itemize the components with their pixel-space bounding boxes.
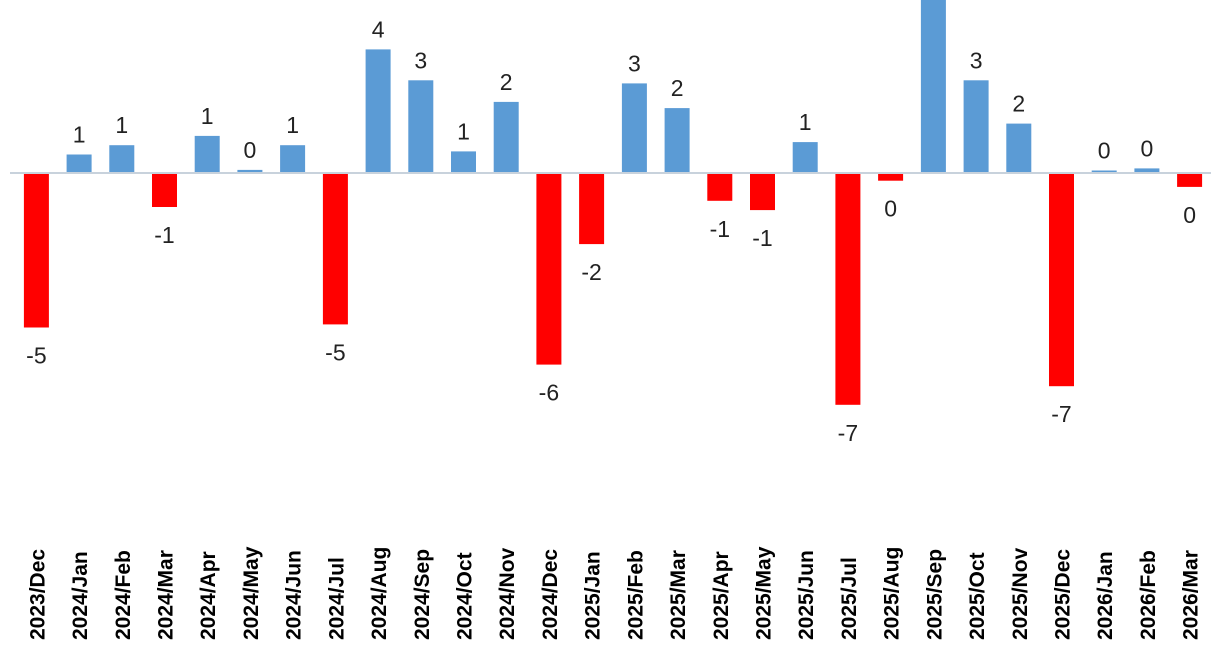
data-label-2026/Mar: 0: [1183, 202, 1196, 228]
x-tick-label-2025/Jun: 2025/Jun: [795, 550, 818, 640]
x-tick-label-2025/Jan: 2025/Jan: [582, 551, 605, 640]
bar-2026/Mar: [1177, 173, 1203, 187]
data-label-2025/Mar: 2: [671, 75, 684, 101]
x-tick-label-2024/Dec: 2024/Dec: [539, 549, 562, 640]
bar-2024/Aug: [365, 49, 391, 173]
x-tick-label-2024/Jul: 2024/Jul: [325, 557, 348, 640]
data-label-2024/May: 0: [244, 137, 257, 163]
data-label-2024/Aug: 4: [372, 16, 385, 42]
x-tick-label-2024/Jan: 2024/Jan: [69, 551, 92, 640]
bar-2026/Feb: [1134, 168, 1160, 173]
data-label-2025/Jan: -2: [581, 259, 601, 285]
data-label-2024/Mar: -1: [154, 222, 174, 248]
data-label-2026/Jan: 0: [1098, 138, 1111, 164]
bar-2024/Mar: [152, 173, 177, 207]
bar-2025/Oct: [963, 80, 989, 173]
bar-2024/Nov: [493, 101, 519, 173]
bar-2025/Aug: [878, 173, 904, 181]
x-tick-label-2024/Apr: 2024/Apr: [197, 551, 220, 640]
x-tick-label-2025/Aug: 2025/Aug: [881, 547, 904, 640]
data-label-2026/Feb: 0: [1141, 135, 1154, 161]
bars-group: [23, 0, 1203, 405]
data-label-2024/Jan: 1: [73, 122, 86, 148]
bar-2024/Sep: [408, 80, 434, 173]
bar-2025/Nov: [1006, 123, 1032, 173]
data-label-2024/Jun: 1: [286, 112, 299, 138]
x-tick-label-2025/Jul: 2025/Jul: [838, 557, 861, 640]
data-label-2025/May: -1: [752, 225, 772, 251]
x-tick-label-2025/Nov: 2025/Nov: [1009, 547, 1032, 640]
bar-2025/Mar: [664, 108, 690, 173]
x-tick-label-2026/Mar: 2026/Mar: [1180, 550, 1203, 640]
bar-2025/Jan: [579, 173, 605, 245]
data-label-2023/Dec: -5: [26, 343, 46, 369]
bar-2025/Feb: [621, 83, 647, 173]
x-tick-label-2024/Sep: 2024/Sep: [411, 549, 434, 640]
data-label-2025/Jul: -7: [838, 420, 858, 446]
data-label-2025/Feb: 3: [628, 50, 641, 76]
data-label-2024/Sep: 3: [414, 47, 427, 73]
bar-2024/Feb: [109, 145, 135, 173]
bar-2025/Apr: [707, 173, 733, 201]
x-tick-label-2024/Jun: 2024/Jun: [283, 550, 306, 640]
x-tick-label-2026/Jan: 2026/Jan: [1094, 551, 1117, 640]
bar-2025/Dec: [1049, 173, 1074, 387]
bar-2024/Dec: [536, 173, 562, 365]
x-tick-label-2024/Aug: 2024/Aug: [368, 547, 391, 640]
bar-2024/Jun: [280, 145, 306, 173]
data-label-2024/Feb: 1: [115, 112, 128, 138]
x-tick-label-2024/Oct: 2024/Oct: [454, 552, 477, 640]
bar-2024/Jul: [322, 173, 348, 325]
x-tick-label-2025/Mar: 2025/Mar: [667, 550, 690, 640]
data-label-2024/Oct: 1: [457, 118, 470, 144]
x-tick-label-2025/Dec: 2025/Dec: [1052, 549, 1075, 640]
x-tick-label-2024/Nov: 2024/Nov: [496, 547, 519, 640]
data-label-2024/Nov: 2: [500, 69, 513, 95]
x-tick-label-2025/Apr: 2025/Apr: [710, 551, 733, 640]
x-tick-label-2024/Feb: 2024/Feb: [112, 550, 135, 640]
bar-2025/Sep: [920, 0, 946, 173]
bar-2023/Dec: [23, 173, 49, 328]
x-tick-label-2025/Oct: 2025/Oct: [966, 552, 989, 640]
bar-2025/Jun: [792, 142, 818, 173]
data-label-2025/Apr: -1: [710, 216, 730, 242]
data-label-2025/Aug: 0: [884, 196, 897, 222]
x-tick-label-2025/Sep: 2025/Sep: [923, 549, 946, 640]
bar-2024/Apr: [194, 135, 220, 173]
bar-2024/Jan: [66, 154, 92, 173]
bar-2026/Jan: [1091, 170, 1117, 173]
x-tick-label-2024/Mar: 2024/Mar: [155, 550, 178, 640]
data-labels-group: -5 1 1 -1 1 0 1 -5 4 3 1 2 -6 -2 3 2 -1 -1 1 -7 0 3 2 -7 0 0 0: [26, 16, 1196, 445]
bar-2025/May: [750, 173, 775, 211]
bar-2024/May: [237, 169, 263, 173]
bar-2025/Jul: [835, 173, 861, 405]
bar-2024/Oct: [451, 151, 476, 173]
x-tick-label-2024/May: 2024/May: [240, 546, 263, 640]
data-label-2024/Jul: -5: [325, 339, 345, 365]
x-tick-label-2025/May: 2025/May: [753, 546, 776, 640]
data-label-2024/Dec: -6: [539, 380, 559, 406]
data-label-2025/Oct: 3: [970, 47, 983, 73]
data-label-2024/Apr: 1: [201, 103, 214, 129]
data-label-2025/Dec: -7: [1051, 401, 1071, 427]
x-tick-label-2025/Feb: 2025/Feb: [624, 550, 647, 640]
x-tick-label-2023/Dec: 2023/Dec: [26, 549, 49, 640]
x-tick-label-2026/Feb: 2026/Feb: [1137, 550, 1160, 640]
data-label-2025/Jun: 1: [799, 109, 812, 135]
x-tick-labels-group: 2023/Dec 2024/Jan 2024/Feb 2024/Mar 2024/Apr…: [26, 546, 1202, 640]
data-label-2025/Nov: 2: [1012, 91, 1025, 117]
